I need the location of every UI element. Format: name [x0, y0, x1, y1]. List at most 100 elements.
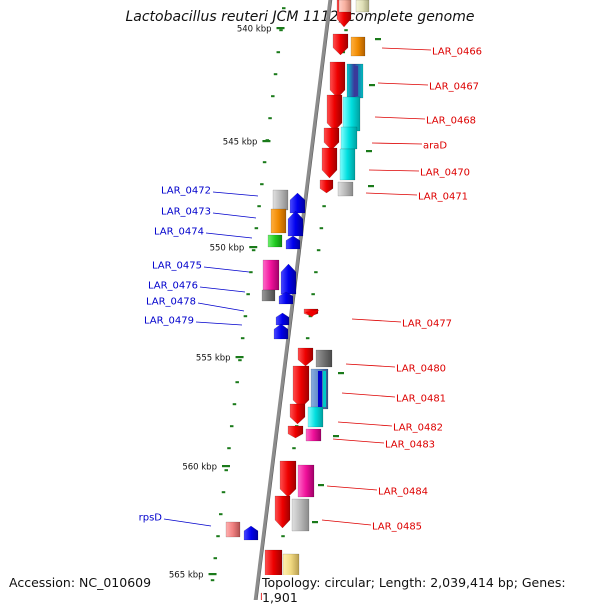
- scale-label: 540 kbp: [237, 25, 272, 35]
- leader-line: [374, 116, 426, 120]
- gene-arrow: [278, 291, 294, 305]
- reverse-gene-label: rpsD: [139, 513, 163, 524]
- gene-arrow: [262, 259, 280, 291]
- gene-arrow: [287, 210, 304, 237]
- gene-arrow: [267, 234, 283, 248]
- gene-arrow: [292, 365, 310, 409]
- tick-dot-left: [219, 513, 223, 516]
- gene-arrow: [225, 521, 241, 538]
- gene-arrow: [285, 235, 301, 250]
- gene-features: [225, 0, 370, 600]
- gene-arrow: [297, 347, 314, 367]
- leader-line: [368, 169, 420, 172]
- gene-arrow: [321, 147, 338, 179]
- tick-dot-left: [243, 315, 248, 318]
- tick-dot-left: [246, 293, 250, 296]
- tick-dot-right: [292, 447, 296, 450]
- leader-line: [341, 392, 396, 398]
- leader-line: [203, 266, 250, 273]
- tick-dot-left: [224, 469, 228, 472]
- gene-stripe: [323, 371, 326, 407]
- tick-dot-left: [271, 95, 275, 98]
- gene-arrow: [338, 0, 352, 13]
- scale-major-tick: [249, 246, 258, 249]
- tick-dot-right: [322, 205, 326, 208]
- tick-dot-left: [240, 337, 245, 340]
- scale-major-tick: [235, 356, 244, 359]
- gene-arrow: [305, 428, 322, 442]
- tick-dot-right: [305, 337, 310, 340]
- forward-gene-label: LAR_0468: [426, 116, 476, 127]
- forward-gene-label: araD: [423, 141, 447, 152]
- leader-line: [365, 192, 418, 196]
- leader-line: [377, 82, 429, 86]
- tick-dot-left: [273, 73, 278, 76]
- reverse-gene-label: LAR_0479: [144, 316, 194, 327]
- forward-gene-label: LAR_0470: [420, 168, 470, 179]
- tick-dot-right: [314, 271, 318, 274]
- scale-label: 565 kbp: [169, 571, 204, 581]
- forward-gene-label: LAR_0482: [393, 423, 443, 434]
- gene-arrow: [326, 94, 343, 132]
- gene-arrow: [340, 126, 358, 150]
- forward-gene-label: LAR_0481: [396, 394, 446, 405]
- scale-label: 555 kbp: [196, 354, 231, 364]
- leader-line: [212, 191, 259, 197]
- tick-dot-right: [311, 293, 315, 296]
- tick-dot-left: [221, 491, 226, 494]
- scale-minor-tick: [369, 84, 375, 87]
- reverse-gene-label: LAR_0474: [154, 227, 204, 238]
- scale-major-tick: [276, 27, 285, 30]
- scale-minor-tick: [368, 185, 374, 188]
- tick-dot-left: [232, 403, 237, 406]
- gene-stripe: [354, 66, 358, 96]
- tick-dot-left: [229, 425, 234, 428]
- gene-arrow: [279, 460, 297, 498]
- scale-major-tick: [221, 465, 230, 468]
- gene-arrow: [275, 312, 290, 326]
- tick-dot-right: [281, 535, 285, 538]
- forward-gene-label: LAR_0480: [396, 364, 446, 375]
- gene-arrow: [289, 403, 306, 425]
- leader-line: [212, 212, 257, 219]
- leader-line: [199, 286, 246, 293]
- gene-arrow: [337, 181, 354, 197]
- scale-label: 545 kbp: [223, 138, 258, 148]
- leader-line: [371, 142, 423, 145]
- forward-gene-label: LAR_0477: [402, 319, 452, 330]
- gene-arrow: [291, 498, 310, 532]
- genome-title: Lactobacillus reuteri JCM 1112, complete…: [125, 9, 475, 25]
- reverse-gene-label: LAR_0478: [146, 297, 196, 308]
- leader-line: [326, 485, 378, 491]
- gene-arrow: [350, 36, 366, 57]
- scale-minor-tick: [333, 435, 339, 438]
- gene-arrow: [261, 289, 276, 302]
- scale-minor-tick: [338, 372, 344, 375]
- tick-dot-left: [262, 161, 267, 164]
- reverse-gene-label: LAR_0475: [152, 261, 202, 272]
- scale-major-tick: [208, 573, 217, 576]
- forward-gene-label: LAR_0467: [429, 82, 479, 93]
- forward-gene-label: LAR_0485: [372, 522, 422, 533]
- gene-arrow: [274, 495, 291, 529]
- reverse-gene-label: LAR_0472: [161, 186, 211, 197]
- tick-dot-left: [238, 359, 242, 362]
- scale-minor-tick: [312, 521, 318, 524]
- leader-line: [197, 302, 245, 312]
- scale-labels: 540 kbp 545 kbp 550 kbp 555 kbp 560 kbp 565 k…: [169, 25, 272, 581]
- scale-major-tick: [262, 140, 271, 143]
- forward-gene-label: LAR_0484: [378, 487, 428, 498]
- accession-text: Accession: NC_010609: [9, 575, 152, 590]
- scale-minor-tick: [375, 38, 381, 41]
- gene-arrow: [273, 323, 289, 340]
- gene-arrow: [297, 464, 315, 498]
- gene-labels: LAR_0466 LAR_0467 LAR_0468 araD LAR_0470 LAR_…: [139, 47, 482, 533]
- gene-arrow-small: [305, 310, 319, 317]
- forward-gene-label: LAR_0483: [385, 440, 435, 451]
- leader-line: [205, 232, 253, 239]
- leader-line: [351, 318, 402, 323]
- gene-arrow: [289, 192, 306, 214]
- gene-arrow: [332, 33, 349, 56]
- leader-line: [332, 438, 385, 444]
